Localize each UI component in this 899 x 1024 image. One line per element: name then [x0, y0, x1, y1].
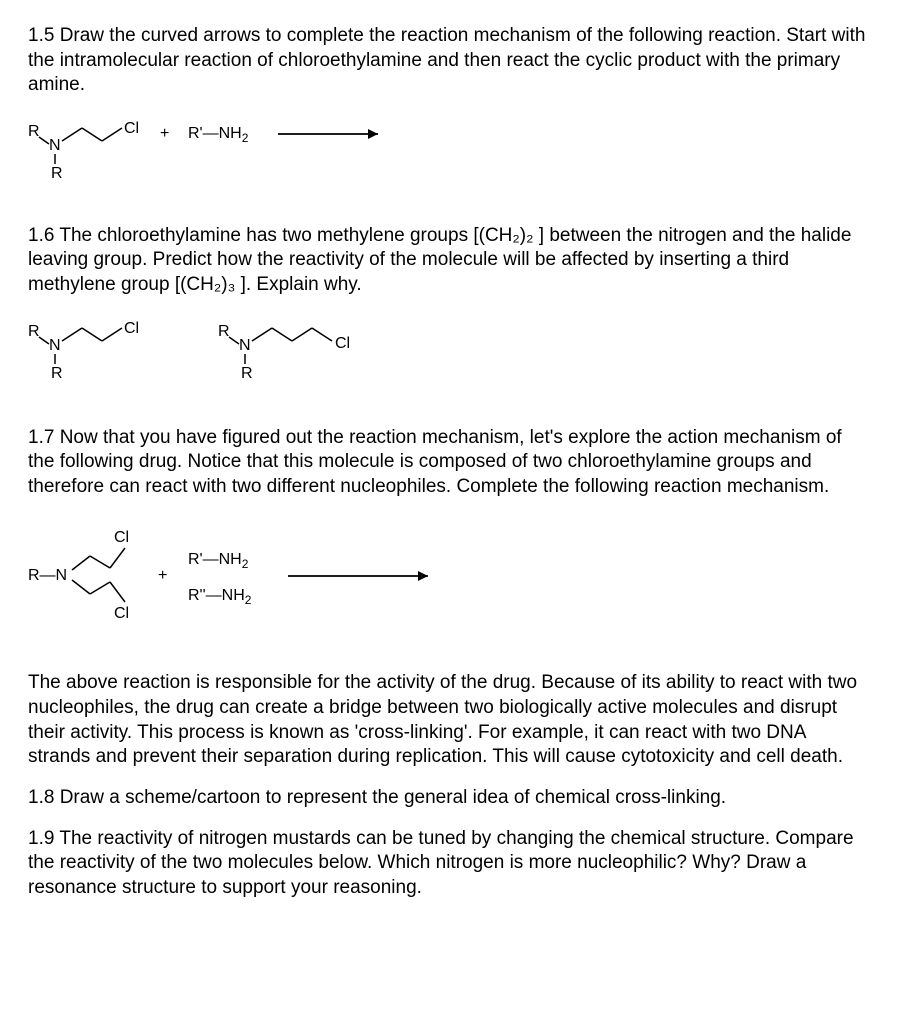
mol-b-R-lower: R	[241, 365, 253, 382]
label-amine: R'—NH2	[188, 125, 249, 145]
reaction-arrow-head	[368, 129, 378, 139]
label-Cl: Cl	[124, 120, 139, 137]
reaction-arrow-17-head	[418, 571, 428, 581]
question-1-8-text: 1.8 Draw a scheme/cartoon to represent t…	[28, 786, 871, 811]
mol-b-c2	[272, 328, 292, 341]
diagram-1-7: R—N Cl Cl + R'—NH2 R''—NH2	[28, 516, 871, 644]
diagram-1-6: R N R Cl R N R Cl	[28, 314, 871, 398]
mol-b-c3	[292, 328, 312, 341]
bond-c3	[102, 128, 122, 141]
label-RN: R—N	[28, 567, 67, 584]
mol-b-c1	[252, 328, 272, 341]
upper-c1	[72, 556, 90, 570]
label-R-lower: R	[51, 165, 63, 182]
question-1-5-text: 1.5 Draw the curved arrows to complete t…	[28, 24, 871, 98]
plus-sign: +	[160, 125, 169, 142]
question-1-6-text: 1.6 The chloroethylamine has two methyle…	[28, 224, 871, 298]
bond-c1	[62, 128, 82, 141]
mol-a-R-upper: R	[28, 323, 40, 340]
mol-a-c3	[102, 328, 122, 341]
paragraph-crosslinking: The above reaction is responsible for th…	[28, 671, 871, 770]
mol-b-N: N	[239, 337, 251, 354]
label-N: N	[49, 137, 61, 154]
plus-sign-17: +	[158, 567, 167, 584]
label-Cl-top: Cl	[114, 529, 129, 546]
mol-a-c2	[82, 328, 102, 341]
lower-c3	[110, 582, 125, 602]
mol-b-c4	[312, 328, 332, 341]
upper-c3	[110, 548, 125, 568]
mol-b-Cl: Cl	[335, 335, 350, 352]
bond-r-n-1	[39, 137, 49, 144]
upper-c2	[90, 556, 110, 568]
question-1-7-text: 1.7 Now that you have figured out the re…	[28, 426, 871, 500]
label-Cl-bot: Cl	[114, 605, 129, 622]
mol-b-R-upper: R	[218, 323, 230, 340]
lower-c2	[90, 582, 110, 594]
lower-c1	[72, 580, 90, 594]
mol-a-c1	[62, 328, 82, 341]
mol-a-Cl: Cl	[124, 320, 139, 337]
mol-a-N: N	[49, 337, 61, 354]
mol-b-group: R N R Cl	[218, 323, 350, 382]
label-amine1: R'—NH2	[188, 551, 249, 571]
question-1-9-text: 1.9 The reactivity of nitrogen mustards …	[28, 827, 871, 901]
bond-c2	[82, 128, 102, 141]
mol-a-R-lower: R	[51, 365, 63, 382]
label-R-upper: R	[28, 123, 40, 140]
mol-a-bond-rn	[39, 337, 49, 344]
diagram-1-5: R N R Cl + R'—NH2	[28, 114, 871, 196]
label-amine2: R''—NH2	[188, 587, 252, 607]
mol-b-bond-rn	[229, 337, 239, 344]
